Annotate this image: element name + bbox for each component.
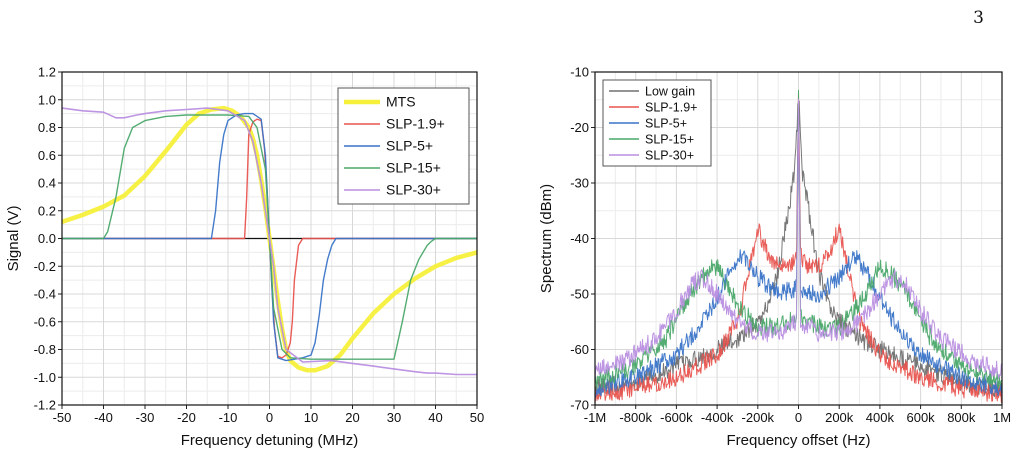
x-tick-label: -600k <box>660 410 693 425</box>
legend-label: SLP-1.9+ <box>386 116 445 132</box>
plot-frame <box>594 71 1003 406</box>
y-tick-label: 0.8 <box>38 120 56 135</box>
spectrum-chart: -1M -800k -600k -400k -200k 0 200k 400k 600k 800k… <box>538 65 1011 450</box>
y-tick-label: 0.2 <box>38 203 56 218</box>
series-line-SLP-30+ <box>62 107 477 376</box>
plot-frame <box>61 71 478 406</box>
x-tick-label: 600k <box>906 410 935 425</box>
y-tick-label: -0.2 <box>34 259 56 274</box>
signal-chart: -50 -40 -30 -20 -10 0 10 20 30 40 50 -1.2 -1.0 -0.8 -0… <box>5 65 484 450</box>
tick-labels: -50 -40 -30 -20 -10 0 10 20 30 40 50 -1.2 -1.0 -0.8 -0… <box>34 65 485 426</box>
x-tick-label: -400k <box>701 410 734 425</box>
x-tick-label: -50 <box>53 410 72 425</box>
y-tick-label: -70 <box>570 398 589 413</box>
y-axis-label: Spectrum (dBm) <box>538 184 555 293</box>
y-tick-label: 0.0 <box>38 231 56 246</box>
y-tick-label: -20 <box>570 120 589 135</box>
series-group <box>62 105 477 376</box>
series-line-SLP-15+ <box>595 89 1002 393</box>
y-tick-label: -1.2 <box>34 398 56 413</box>
x-tick-label: 200k <box>825 410 854 425</box>
x-tick-label: 0 <box>266 410 273 425</box>
legend-label: SLP-30+ <box>386 182 441 198</box>
x-tick-label: 20 <box>345 410 359 425</box>
tick-marks <box>591 71 1003 409</box>
page-number: 3 <box>973 8 984 28</box>
legend-label: MTS <box>386 94 416 110</box>
series-group <box>595 89 1002 404</box>
x-tick-label: -20 <box>177 410 196 425</box>
series-line-SLP-15+ <box>62 114 477 360</box>
x-axis-label: Frequency detuning (MHz) <box>181 432 359 449</box>
x-tick-label: 40 <box>428 410 442 425</box>
y-axis-label: Signal (V) <box>5 206 22 272</box>
tick-marks <box>58 71 478 409</box>
y-tick-label: -60 <box>570 342 589 357</box>
x-axis-label: Frequency offset (Hz) <box>727 432 871 449</box>
x-tick-label: -10 <box>219 410 238 425</box>
x-tick-label: -200k <box>742 410 775 425</box>
x-tick-label: -1M <box>584 410 606 425</box>
x-tick-label: -40 <box>94 410 113 425</box>
series-line-SLP-30+ <box>595 98 1002 382</box>
x-tick-label: 400k <box>866 410 895 425</box>
y-tick-label: -50 <box>570 287 589 302</box>
x-tick-label: -800k <box>619 410 652 425</box>
y-tick-label: -40 <box>570 231 589 246</box>
y-tick-label: -0.6 <box>34 314 56 329</box>
legend-label: Low gain <box>645 85 695 99</box>
legend: Low gain SLP-1.9+ SLP-5+ SLP-15+ SLP-30+ <box>602 79 712 167</box>
x-tick-label: 10 <box>304 410 318 425</box>
y-tick-label: 1.0 <box>38 92 56 107</box>
legend-label: SLP-30+ <box>645 149 694 163</box>
x-tick-label: 0 <box>795 410 802 425</box>
legend-label: SLP-5+ <box>645 117 687 131</box>
y-tick-label: 0.4 <box>38 176 56 191</box>
y-tick-label: -0.4 <box>34 287 56 302</box>
x-tick-label: 50 <box>470 410 484 425</box>
x-tick-label: 800k <box>947 410 976 425</box>
series-line-SLP-5+ <box>62 112 477 362</box>
tick-labels: -1M -800k -600k -400k -200k 0 200k 400k 600k 800k… <box>570 65 1011 426</box>
y-tick-label: -0.8 <box>34 342 56 357</box>
y-tick-label: 1.2 <box>38 65 56 80</box>
y-tick-label: -1.0 <box>34 370 56 385</box>
x-tick-label: 1M <box>993 410 1011 425</box>
y-tick-label: 0.6 <box>38 148 56 163</box>
y-tick-label: -30 <box>570 176 589 191</box>
legend-label: SLP-15+ <box>645 133 694 147</box>
legend-label: SLP-5+ <box>386 138 433 154</box>
x-tick-label: -30 <box>136 410 155 425</box>
y-tick-label: -10 <box>570 65 589 80</box>
legend: MTS SLP-1.9+ SLP-5+ SLP-15+ SLP-30+ <box>337 87 470 205</box>
legend-label: SLP-15+ <box>386 160 441 176</box>
legend-label: SLP-1.9+ <box>645 101 697 115</box>
x-tick-label: 30 <box>387 410 401 425</box>
